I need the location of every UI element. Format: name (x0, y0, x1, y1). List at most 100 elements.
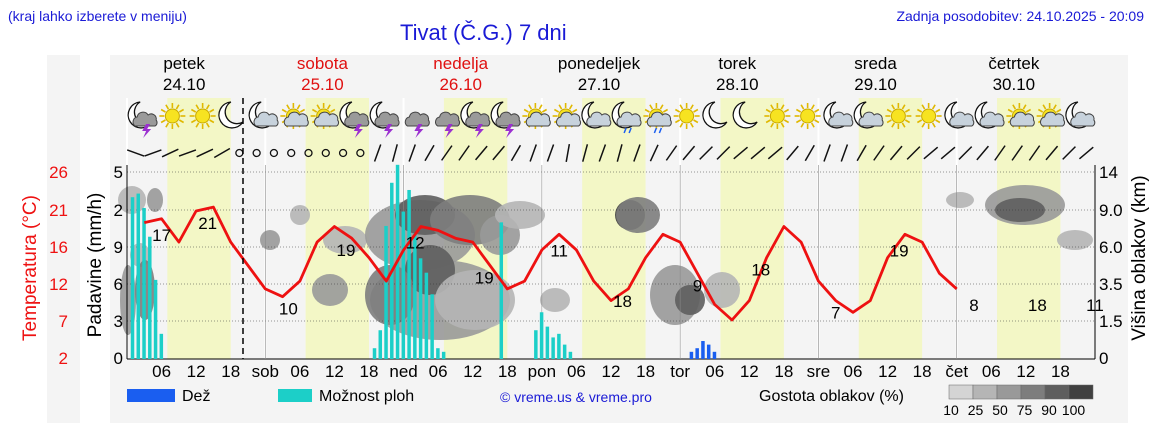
moon-cloud-icon (581, 101, 612, 129)
cloud-height-tick: 1.5 (1099, 312, 1123, 331)
day-name: nedelja (433, 54, 488, 73)
shower-bar (545, 326, 550, 359)
daylight-band (858, 98, 923, 359)
moon-drizzle-icon (611, 101, 642, 134)
x-tick-label: sre (807, 362, 831, 381)
density-legend: 10 25 50 75 90 100 (943, 384, 1094, 418)
precip-tick: 0 (114, 349, 123, 368)
day-name: torek (718, 54, 756, 73)
density-swatch (1068, 384, 1094, 400)
daylight-band (167, 98, 231, 359)
left-axis-panel (47, 55, 80, 423)
wind-barb-icon (823, 144, 831, 162)
cloud-blob (147, 188, 163, 212)
x-tick-label: 12 (740, 362, 759, 381)
wind-barb-icon (373, 144, 382, 162)
shower-bar (568, 351, 573, 359)
moon-storm-icon (369, 101, 400, 138)
temp-tick: 7 (59, 312, 68, 331)
density-step-label: 25 (968, 402, 984, 418)
rain-bar (689, 351, 694, 359)
sun-cloud-icon (280, 103, 309, 129)
moon-cloud-icon (1065, 101, 1096, 129)
temp-label: 7 (831, 304, 840, 323)
daylight-bands (126, 98, 1061, 359)
sun-cloud-icon (1036, 103, 1066, 129)
wind-barb-icon (196, 148, 214, 158)
sun-cloud-icon (310, 103, 340, 129)
daylight-band (997, 98, 1061, 359)
wind-barb-icon (161, 148, 179, 158)
shower-bar (372, 348, 377, 359)
temp-label: 12 (406, 234, 425, 253)
weather-icon-row (127, 101, 1096, 138)
wind-barb-icon (1011, 145, 1023, 161)
precip-axis-label: Padavine (mm/h) (85, 193, 106, 338)
x-tick-label: 06 (429, 362, 448, 381)
wind-barb-icon (786, 145, 799, 161)
density-step-label: 90 (1041, 402, 1057, 418)
temp-label: 18 (613, 292, 632, 311)
cloud-blob (435, 270, 515, 330)
wind-barb-icon (733, 146, 749, 160)
density-step-label: 100 (1062, 402, 1086, 418)
cloud-height-tick: 0 (1099, 349, 1108, 368)
moon-storm-icon (127, 101, 158, 138)
day-date: 26.10 (439, 75, 482, 94)
sun-cloud-icon (1006, 103, 1035, 129)
cloud-axis-label: Višina oblakov (km) (1129, 175, 1150, 340)
wind-barb-icon (424, 144, 435, 162)
sun-icon (189, 103, 216, 129)
shower-bar (562, 344, 567, 359)
cloud-height-tick: 14 (1099, 163, 1118, 182)
precip-tick: 2 (114, 201, 123, 220)
wind-barb-icon (665, 145, 678, 161)
x-tick-label: sob (252, 362, 279, 381)
moon-icon (732, 101, 758, 129)
legend-showers: Možnost ploh (319, 388, 414, 405)
credit: © vreme.us & vreme.pro (500, 389, 652, 405)
cloud-blob (995, 198, 1045, 222)
cloud-blob (675, 285, 705, 315)
legend-showers-swatch (278, 389, 312, 402)
wind-barb-icon (856, 144, 867, 162)
moon-storm-icon (339, 101, 370, 138)
x-tick-label: 12 (602, 362, 621, 381)
x-tick-label: 12 (463, 362, 482, 381)
temp-tick: 16 (49, 238, 68, 257)
sun-drizzle-icon (643, 103, 672, 134)
cloud-blob (704, 272, 740, 308)
cloud-blob (616, 197, 660, 233)
x-tick-label: 18 (913, 362, 932, 381)
moon-storm-icon (460, 101, 491, 138)
temperature-line (143, 205, 958, 322)
wind-barb-icon (546, 144, 555, 162)
cloud-height-tick: 9.0 (1099, 201, 1123, 220)
x-tick-label: 12 (325, 362, 344, 381)
wind-barb-icon (1062, 146, 1076, 160)
page-title: Tivat (Č.G.) 7 dni (400, 20, 567, 45)
wind-barb-icon (458, 145, 470, 161)
wind-barb-icon (682, 145, 696, 161)
x-tick-label: 06 (152, 362, 171, 381)
wind-barb-icon (408, 144, 416, 162)
cloud-blob (405, 245, 455, 295)
x-tick-labels: 06 12 18 sob 06 12 18 ned 06 12 18 pon 06 12 18 tor 06 12… (152, 362, 1070, 381)
wind-barb-icon (958, 146, 973, 160)
wind-barb-icon (1028, 145, 1041, 161)
cloud-blob (946, 192, 974, 208)
shower-bar (413, 233, 417, 359)
wind-barb-icon (889, 145, 903, 161)
wind-barb-icon (529, 144, 537, 162)
calm-wind-icon (252, 148, 261, 158)
shower-bar (557, 333, 561, 359)
temp-tick: 21 (49, 201, 68, 220)
calm-wind-icon (269, 148, 279, 158)
day-date: 29.10 (854, 75, 897, 94)
temp-label: 19 (890, 241, 909, 260)
density-swatch (1044, 384, 1070, 400)
temp-axis: 26 21 16 12 7 2 (49, 163, 68, 368)
x-tick-label: 06 (705, 362, 724, 381)
wind-barb-icon (840, 144, 849, 162)
x-tick-label: 12 (187, 362, 206, 381)
